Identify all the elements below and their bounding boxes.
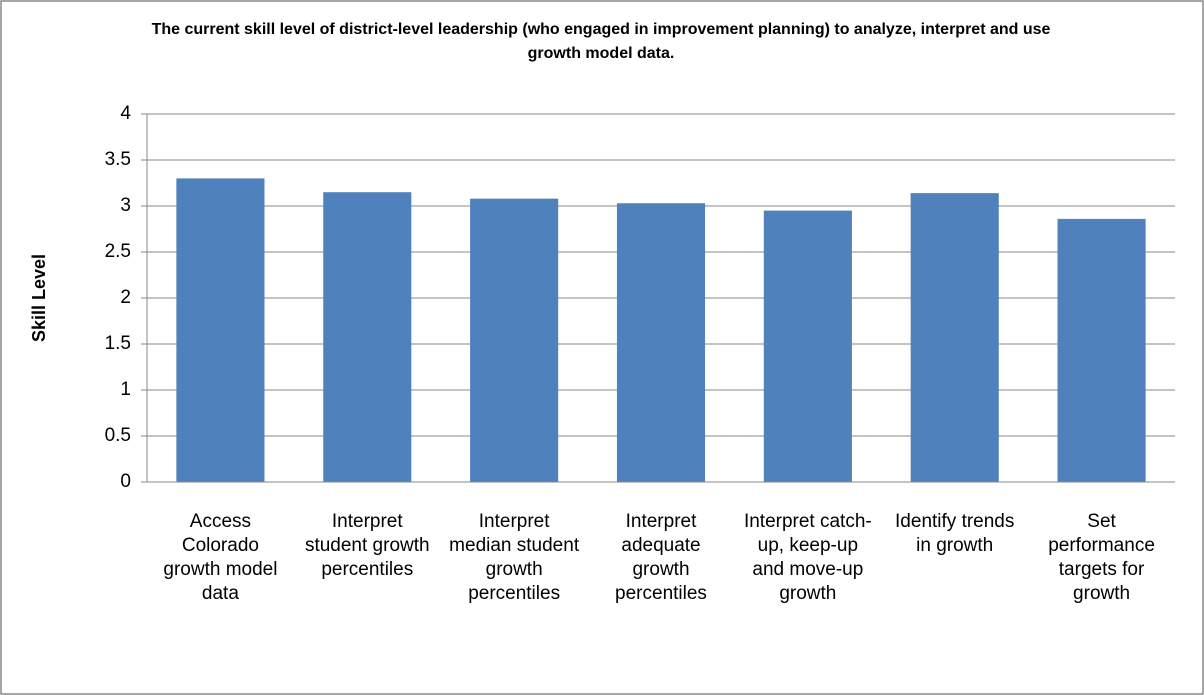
bar — [323, 192, 412, 482]
x-tick-label: Access Colorado growth model data — [163, 511, 278, 604]
y-tick-label: 1.5 — [105, 333, 131, 354]
y-tick-label: 1 — [120, 379, 131, 400]
y-tick-label: 2 — [120, 287, 131, 308]
y-tick-label: 2.5 — [105, 241, 131, 262]
bar — [763, 210, 852, 482]
y-axis-label: Skill Level — [29, 254, 49, 342]
x-tick-label: Interpret student growth percentiles — [304, 511, 430, 580]
x-tick-label: Identify trends in growth — [895, 511, 1015, 556]
bar — [616, 203, 706, 483]
bar — [470, 198, 559, 482]
x-tick-label: Interpret adequate growth percentiles — [615, 511, 707, 604]
bar — [176, 178, 265, 482]
y-tick-label: 3 — [120, 195, 131, 216]
x-tick-label: Set performance targets for growth — [1048, 511, 1155, 604]
bar — [910, 193, 999, 482]
y-tick-label: 0.5 — [105, 425, 131, 446]
chart-title: The current skill level of district-leve… — [151, 21, 1051, 62]
x-tick-label: Interpret catch-up, keep-up and move-up … — [743, 511, 872, 604]
bar — [1057, 218, 1146, 482]
y-tick-label: 4 — [120, 103, 131, 124]
x-tick-label: Interpret median student growth percenti… — [449, 511, 580, 604]
y-tick-label: 0 — [120, 471, 131, 492]
y-tick-label: 3.5 — [105, 149, 131, 170]
